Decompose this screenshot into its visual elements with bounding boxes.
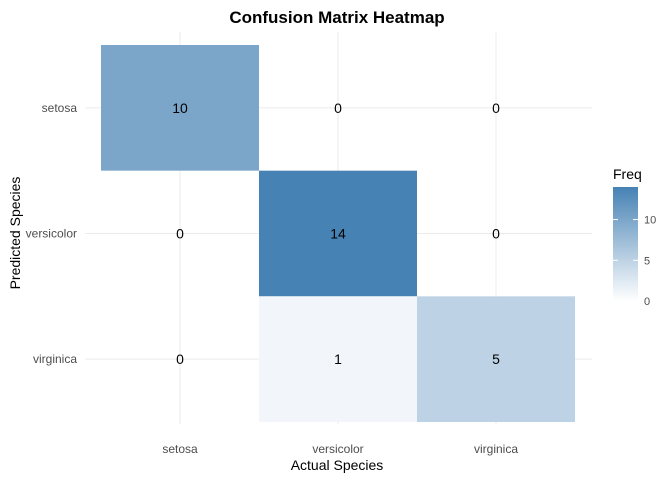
legend-title: Freq (613, 166, 642, 182)
y-tick-label: versicolor (26, 227, 77, 241)
x-tick-label: setosa (162, 442, 198, 456)
cell-value-label: 10 (172, 100, 188, 116)
heatmap-tile (101, 45, 259, 171)
cell-value-label: 0 (492, 100, 500, 116)
y-axis-title: Predicted Species (7, 177, 23, 290)
x-tick-label: virginica (474, 442, 518, 456)
chart-title: Confusion Matrix Heatmap (229, 8, 444, 27)
legend-tick-label: 0 (644, 296, 650, 308)
heatmap-tile (417, 296, 575, 422)
y-tick-label: virginica (33, 352, 77, 366)
legend-color-bar (613, 187, 638, 301)
legend-tick-label: 5 (644, 255, 650, 267)
legend-tick-label: 10 (644, 215, 656, 227)
x-axis-title: Actual Species (291, 457, 384, 473)
heatmap-tiles (101, 45, 575, 422)
x-tick-label: versicolor (312, 442, 363, 456)
x-axis-ticks: setosa versicolor virginica (162, 442, 518, 456)
heatmap-tile (259, 296, 417, 422)
cell-value-labels: 10 0 0 0 14 0 0 1 5 (172, 100, 500, 367)
y-tick-label: setosa (42, 101, 78, 115)
y-axis-ticks: setosa versicolor virginica (26, 101, 78, 366)
cell-value-label: 1 (334, 351, 342, 367)
cell-value-label: 0 (176, 351, 184, 367)
legend-ticks: 0 5 10 (613, 215, 656, 308)
cell-value-label: 0 (492, 226, 500, 242)
cell-value-label: 0 (334, 100, 342, 116)
cell-value-label: 14 (330, 226, 346, 242)
heatmap-tile (259, 170, 417, 297)
cell-value-label: 5 (492, 351, 500, 367)
cell-value-label: 0 (176, 226, 184, 242)
legend: Freq 0 5 10 (613, 166, 656, 308)
